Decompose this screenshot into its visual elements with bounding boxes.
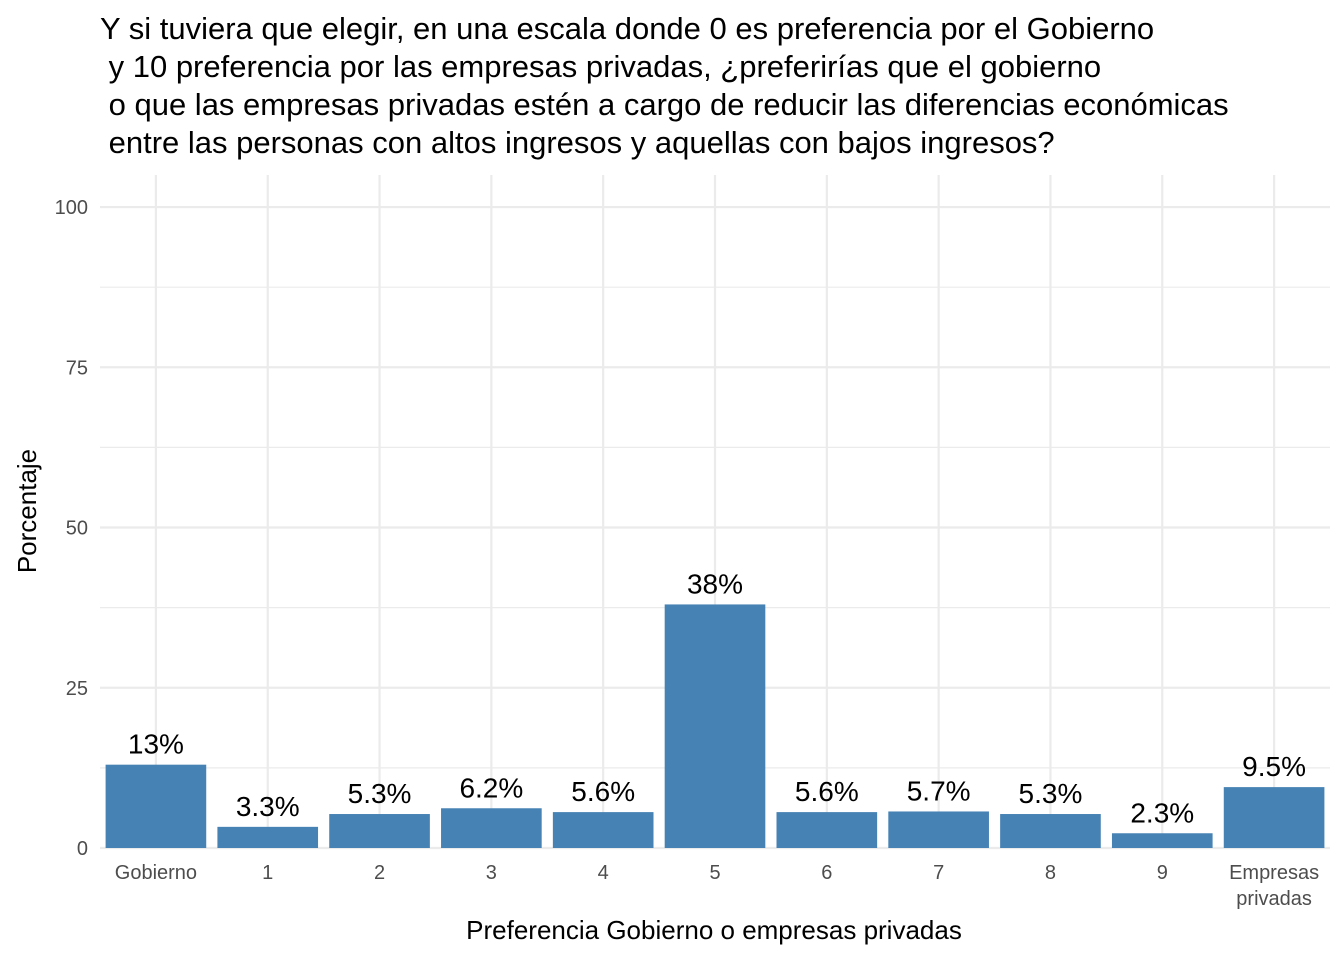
bar <box>552 812 654 848</box>
data-label: 6.2% <box>459 772 523 803</box>
data-label: 5.6% <box>795 776 859 807</box>
y-tick-label: 75 <box>66 357 88 379</box>
x-tick-label: 9 <box>1157 862 1168 884</box>
data-label: 9.5% <box>1242 751 1306 782</box>
x-tick-label: Gobierno <box>115 862 197 884</box>
y-tick-label: 100 <box>55 197 88 219</box>
x-tick-label: 4 <box>598 862 609 884</box>
bar <box>441 808 542 848</box>
y-axis-title: Porcentaje <box>12 449 42 573</box>
bar <box>776 812 878 848</box>
x-tick-label: Empresas privadas <box>1229 862 1319 910</box>
y-tick-label: 25 <box>66 678 88 700</box>
data-label: 5.7% <box>907 775 971 806</box>
bar <box>1000 814 1101 848</box>
data-label: 13% <box>128 729 184 760</box>
data-label: 38% <box>687 568 743 599</box>
axis-layer: 0 25 50 75 100 Gobierno 1 2 3 4 5 6 7 8 9 Empresas priva… <box>55 197 1319 910</box>
data-label: 2.3% <box>1130 797 1194 828</box>
label-layer: 13% 3.3% 5.3% 6.2% 5.6% 38% 5.6% 5.7% 5.3% 2.3% 9.… <box>128 568 1306 828</box>
x-tick-label: 5 <box>709 862 720 884</box>
data-label: 3.3% <box>236 791 300 822</box>
bar-layer <box>105 604 1325 848</box>
data-label: 5.3% <box>348 778 412 809</box>
bar <box>1223 787 1325 848</box>
x-tick-label: 8 <box>1045 862 1056 884</box>
x-tick-label: 3 <box>486 862 497 884</box>
data-label: 5.3% <box>1019 778 1083 809</box>
x-tick-label: 7 <box>933 862 944 884</box>
bar <box>664 604 766 848</box>
chart-title: Y si tuviera que elegir, en una escala d… <box>100 11 1229 160</box>
bar <box>105 764 207 848</box>
x-tick-label: 2 <box>374 862 385 884</box>
bar <box>329 814 430 848</box>
data-label: 5.6% <box>571 776 635 807</box>
bar <box>888 811 989 848</box>
x-tick-label: 1 <box>262 862 273 884</box>
bar <box>1111 833 1213 848</box>
x-axis-title: Preferencia Gobierno o empresas privadas <box>466 915 962 945</box>
y-tick-label: 50 <box>66 518 88 540</box>
x-tick-label: 6 <box>821 862 832 884</box>
bar <box>217 826 319 848</box>
y-tick-label: 0 <box>77 838 88 860</box>
